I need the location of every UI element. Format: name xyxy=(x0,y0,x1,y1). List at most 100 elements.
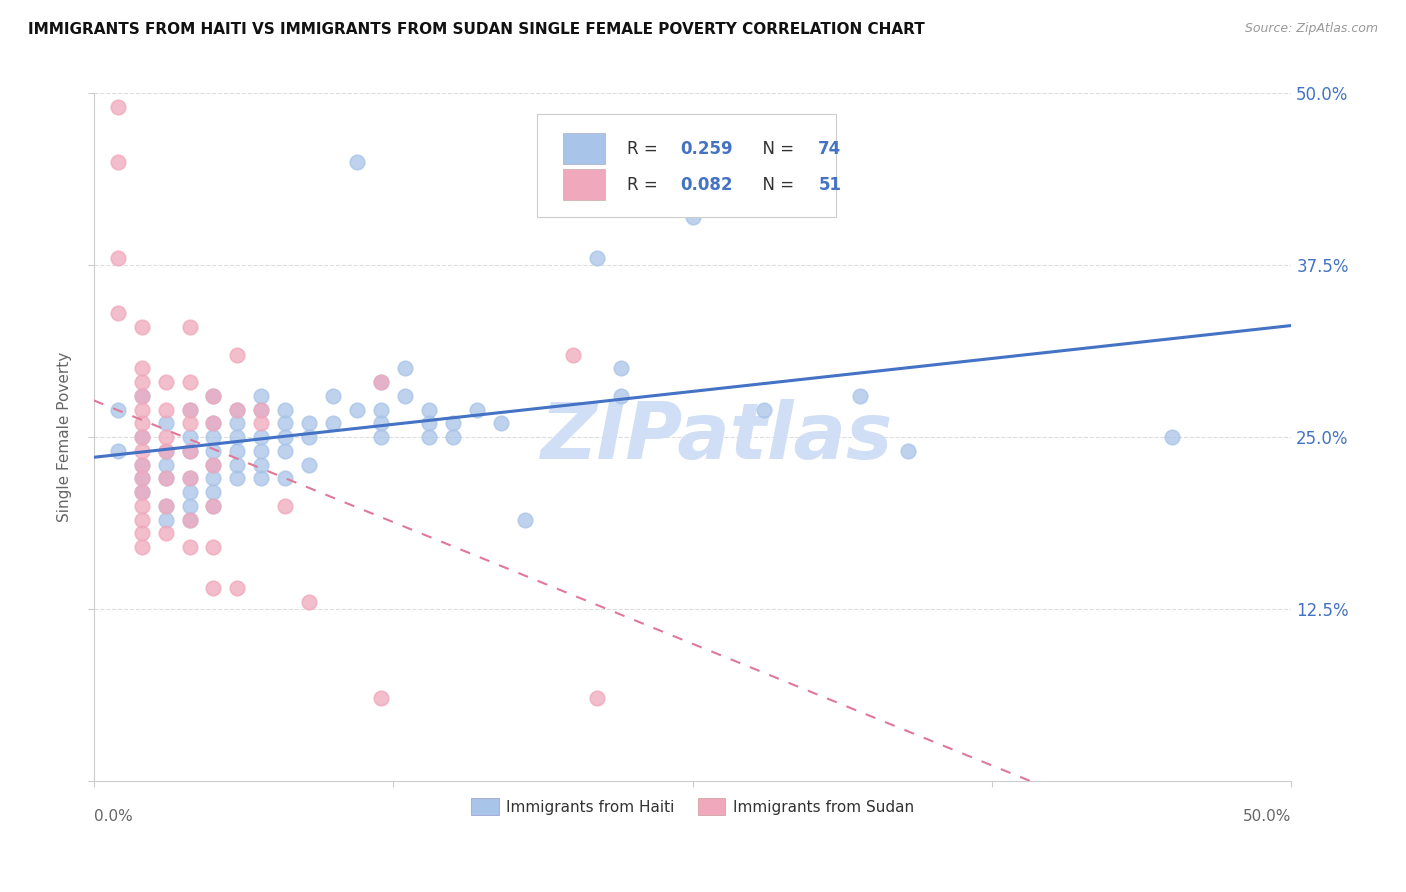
Point xyxy=(179,430,201,444)
Point xyxy=(107,444,129,458)
Point xyxy=(274,444,297,458)
Point xyxy=(179,471,201,485)
Point xyxy=(298,417,321,431)
Text: 51: 51 xyxy=(818,176,841,194)
Point xyxy=(322,417,344,431)
Text: 74: 74 xyxy=(818,140,842,158)
Point xyxy=(202,499,225,513)
Point xyxy=(179,444,201,458)
Point xyxy=(155,375,177,389)
Y-axis label: Single Female Poverty: Single Female Poverty xyxy=(58,352,72,523)
Point xyxy=(561,348,583,362)
Point xyxy=(131,513,153,527)
Point xyxy=(202,499,225,513)
Point xyxy=(202,471,225,485)
Point xyxy=(131,402,153,417)
Point xyxy=(298,430,321,444)
Point xyxy=(107,306,129,320)
Point xyxy=(202,485,225,500)
Point xyxy=(370,430,392,444)
Point xyxy=(131,458,153,472)
Point xyxy=(179,513,201,527)
FancyBboxPatch shape xyxy=(537,114,837,217)
Point xyxy=(250,402,273,417)
Point xyxy=(131,430,153,444)
Text: 0.0%: 0.0% xyxy=(94,808,132,823)
Point xyxy=(155,499,177,513)
Text: R =: R = xyxy=(627,176,662,194)
Point xyxy=(322,389,344,403)
Point xyxy=(370,402,392,417)
Point xyxy=(226,430,249,444)
Point xyxy=(179,540,201,554)
Point xyxy=(250,458,273,472)
Point xyxy=(609,389,631,403)
Text: N =: N = xyxy=(752,140,800,158)
Point xyxy=(131,389,153,403)
Point xyxy=(202,389,225,403)
Point xyxy=(131,430,153,444)
Point xyxy=(513,513,536,527)
Point xyxy=(131,320,153,334)
Point xyxy=(226,417,249,431)
Point xyxy=(585,691,607,706)
Point xyxy=(131,375,153,389)
Point xyxy=(179,444,201,458)
Point xyxy=(179,417,201,431)
Point xyxy=(274,402,297,417)
Text: R =: R = xyxy=(627,140,662,158)
Point xyxy=(250,389,273,403)
Point xyxy=(202,430,225,444)
Text: 0.082: 0.082 xyxy=(681,176,733,194)
Point xyxy=(274,417,297,431)
Point xyxy=(131,485,153,500)
Point xyxy=(131,499,153,513)
Point xyxy=(107,402,129,417)
Point xyxy=(155,513,177,527)
Point xyxy=(418,417,440,431)
Point xyxy=(131,540,153,554)
Point xyxy=(370,417,392,431)
Point xyxy=(131,389,153,403)
Point xyxy=(179,471,201,485)
Point xyxy=(274,430,297,444)
Text: 0.259: 0.259 xyxy=(681,140,733,158)
Bar xyxy=(564,133,605,164)
Point xyxy=(226,348,249,362)
Point xyxy=(202,417,225,431)
Text: IMMIGRANTS FROM HAITI VS IMMIGRANTS FROM SUDAN SINGLE FEMALE POVERTY CORRELATION: IMMIGRANTS FROM HAITI VS IMMIGRANTS FROM… xyxy=(28,22,925,37)
Point xyxy=(202,540,225,554)
Point xyxy=(682,210,704,224)
Point xyxy=(1160,430,1182,444)
Point xyxy=(155,430,177,444)
Point xyxy=(226,582,249,596)
Point xyxy=(131,485,153,500)
Point xyxy=(179,485,201,500)
Point xyxy=(226,402,249,417)
Point xyxy=(131,417,153,431)
Point xyxy=(155,471,177,485)
Point xyxy=(155,444,177,458)
Point xyxy=(370,691,392,706)
Point xyxy=(179,402,201,417)
Point xyxy=(226,444,249,458)
Point xyxy=(609,361,631,376)
Point xyxy=(370,375,392,389)
Point xyxy=(179,320,201,334)
Text: N =: N = xyxy=(752,176,800,194)
Point xyxy=(298,595,321,609)
Point xyxy=(179,375,201,389)
Point xyxy=(226,458,249,472)
Point xyxy=(179,402,201,417)
Point xyxy=(155,526,177,541)
Point xyxy=(131,471,153,485)
Point xyxy=(131,444,153,458)
Bar xyxy=(564,169,605,200)
Point xyxy=(274,471,297,485)
Point xyxy=(155,458,177,472)
Point xyxy=(107,155,129,169)
Point xyxy=(346,402,368,417)
Point xyxy=(155,499,177,513)
Text: 50.0%: 50.0% xyxy=(1243,808,1291,823)
Point xyxy=(131,471,153,485)
